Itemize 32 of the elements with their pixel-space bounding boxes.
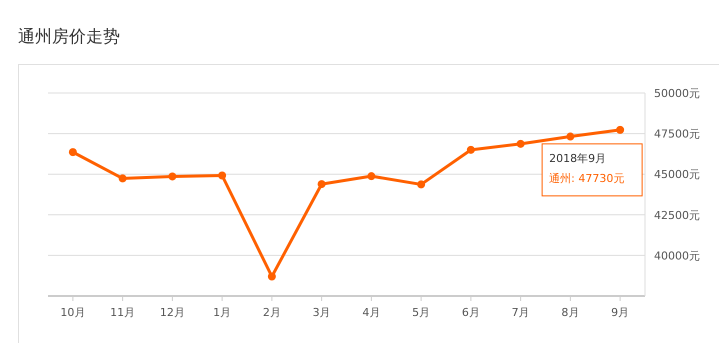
point	[268, 272, 276, 281]
point	[566, 132, 574, 141]
x-tick-label: 5月	[412, 306, 430, 319]
point	[616, 126, 624, 134]
x-tick-label: 6月	[462, 306, 480, 319]
x-tick-label: 9月	[611, 306, 630, 319]
x-tick-label: 4月	[362, 306, 380, 319]
point	[367, 172, 376, 180]
annotation: 2018年9月	[549, 152, 606, 165]
y-tick-label: 40000元	[654, 249, 700, 262]
point	[168, 172, 176, 180]
point	[516, 140, 525, 148]
x-tick-label: 10月	[60, 306, 86, 319]
y-tick-label: 47500元	[654, 128, 700, 141]
point	[318, 180, 326, 188]
annotation: 通州: 47730元	[549, 172, 624, 185]
x-tick-label: 7月	[512, 306, 530, 319]
x-tick-label: 1月	[213, 306, 232, 319]
point	[466, 146, 475, 154]
x-tick-label: 2月	[262, 306, 281, 319]
y-tick-label: 45000元	[654, 168, 700, 182]
y-tick-label: 50000元	[654, 87, 700, 100]
chart-title: 通州房价走势	[18, 27, 120, 47]
point	[118, 174, 127, 182]
y-tick-label: 42500元	[654, 208, 700, 222]
point	[218, 172, 226, 180]
x-tick-label: 12月	[160, 306, 185, 319]
x-tick-label: 8月	[561, 306, 580, 319]
x-tick-label: 11月	[110, 306, 136, 319]
x-tick-label: 3月	[312, 306, 331, 319]
point	[417, 180, 426, 188]
point	[68, 148, 77, 156]
